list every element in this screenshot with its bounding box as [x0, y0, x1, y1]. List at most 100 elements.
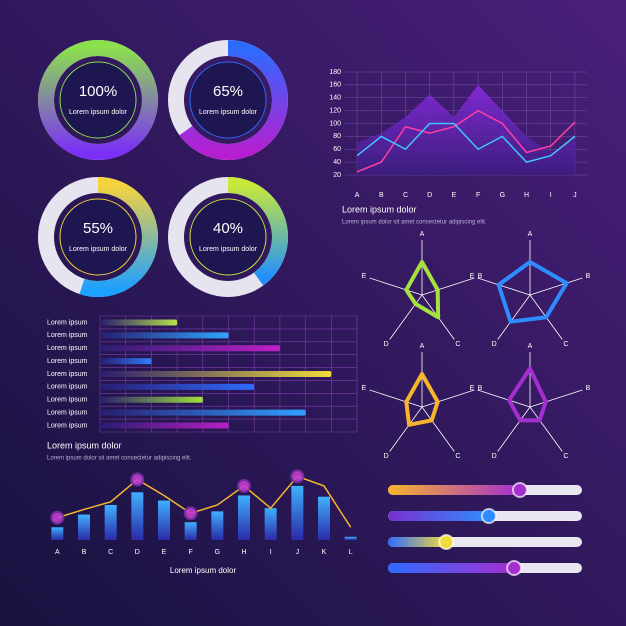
gauge-value: 55% [83, 220, 113, 237]
column [131, 492, 144, 540]
chart-title: Lorem ipsum dolor [47, 440, 122, 450]
x-tick-label: J [296, 549, 300, 556]
radar-axis-label: E [362, 273, 367, 280]
bar [100, 358, 152, 365]
y-tick-label: 40 [333, 159, 341, 166]
area [357, 84, 575, 175]
radar-axis-label: C [455, 453, 460, 460]
x-tick-label: G [215, 549, 220, 556]
radar-axis [497, 406, 531, 452]
radar-axis [529, 406, 563, 452]
category-label: Lorem ipsum [47, 410, 88, 417]
gauge-arc [179, 40, 288, 160]
category-label: Lorem ipsum [47, 345, 88, 352]
x-tick-label: E [162, 549, 167, 556]
category-label: Lorem ipsum [47, 422, 88, 429]
bar [100, 345, 280, 352]
x-tick-label: B [379, 192, 384, 199]
bar [100, 422, 229, 429]
slider-fill [388, 485, 520, 495]
radar-axis-label: B [586, 273, 591, 280]
radar-axis-label: E [470, 385, 475, 392]
slider-fill [388, 511, 489, 521]
bar [100, 383, 255, 390]
point [50, 510, 65, 525]
bar [100, 409, 306, 416]
column [291, 485, 304, 540]
column [78, 514, 90, 540]
slider-knob [506, 560, 523, 576]
x-tick-label: H [524, 192, 529, 199]
radar-axis [421, 389, 475, 408]
radar-axis-label: C [563, 453, 568, 460]
column [318, 496, 330, 540]
x-tick-label: D [135, 549, 140, 556]
gauge-value: 40% [213, 220, 243, 237]
point [130, 472, 145, 487]
radar-axis-label: C [455, 341, 460, 348]
slider-fill [388, 537, 447, 547]
x-tick-label: I [270, 549, 272, 556]
point [183, 506, 198, 521]
column [344, 536, 357, 540]
radar-axis [369, 277, 423, 296]
radar-axis [477, 277, 531, 296]
gauge-inner [59, 198, 137, 276]
x-tick-label: F [476, 192, 480, 199]
y-tick-label: 180 [329, 69, 341, 76]
y-tick-label: 120 [329, 107, 341, 114]
radar-axis [421, 406, 455, 452]
category-label: Lorem ipsum [47, 384, 88, 391]
radar-axis [529, 277, 583, 296]
category-label: Lorem ipsum [47, 371, 88, 378]
x-tick-label: L [349, 549, 353, 556]
y-tick-label: 140 [329, 95, 341, 102]
column [264, 508, 277, 540]
radar-axis-label: A [528, 231, 533, 238]
radar-axis-label: B [478, 385, 483, 392]
gauge-value: 65% [213, 83, 243, 100]
x-tick-label: A [355, 192, 360, 199]
bar [100, 319, 178, 326]
x-tick-label: A [55, 549, 60, 556]
chart-title: Lorem ipsum dolor [342, 204, 417, 214]
radar-axis [369, 389, 423, 408]
gauge-inner [59, 61, 137, 139]
radar-axis [477, 389, 531, 408]
gauge-arc [38, 40, 158, 160]
radar-axis [529, 389, 583, 408]
gauge-caption: Lorem ipsum dolor [69, 109, 128, 116]
y-tick-label: 80 [333, 133, 341, 140]
category-label: Lorem ipsum [47, 319, 88, 326]
radar-axis-label: A [528, 343, 533, 350]
x-tick-label: C [403, 192, 408, 199]
line [356, 122, 576, 163]
radar-axis [389, 406, 423, 452]
category-label: Lorem ipsum [47, 332, 88, 339]
chart-subtitle: Lorem ipsum dolor sit amet consectetur a… [342, 220, 487, 226]
column [158, 500, 170, 540]
radar-axis-label: C [563, 341, 568, 348]
radar-shape [404, 372, 440, 427]
x-tick-label: K [322, 549, 327, 556]
y-tick-label: 100 [329, 120, 341, 127]
radar-axis-label: D [492, 341, 497, 348]
radar-axis [421, 277, 475, 296]
y-tick-label: 160 [329, 82, 341, 89]
gauge-arc [79, 177, 158, 297]
y-tick-label: 60 [333, 146, 341, 153]
column [238, 495, 250, 540]
radar-axis-label: B [478, 273, 483, 280]
gauge-value: 100% [79, 83, 117, 100]
point [237, 478, 251, 493]
x-tick-label: D [427, 192, 432, 199]
radar-axis-label: A [420, 343, 425, 350]
radar-axis-label: A [420, 231, 425, 238]
x-tick-label: B [82, 549, 87, 556]
radar-axis-label: D [384, 453, 389, 460]
radar-shape [496, 260, 569, 324]
x-tick-label: E [452, 192, 457, 199]
gauge-caption: Lorem ipsum dolor [199, 109, 258, 116]
